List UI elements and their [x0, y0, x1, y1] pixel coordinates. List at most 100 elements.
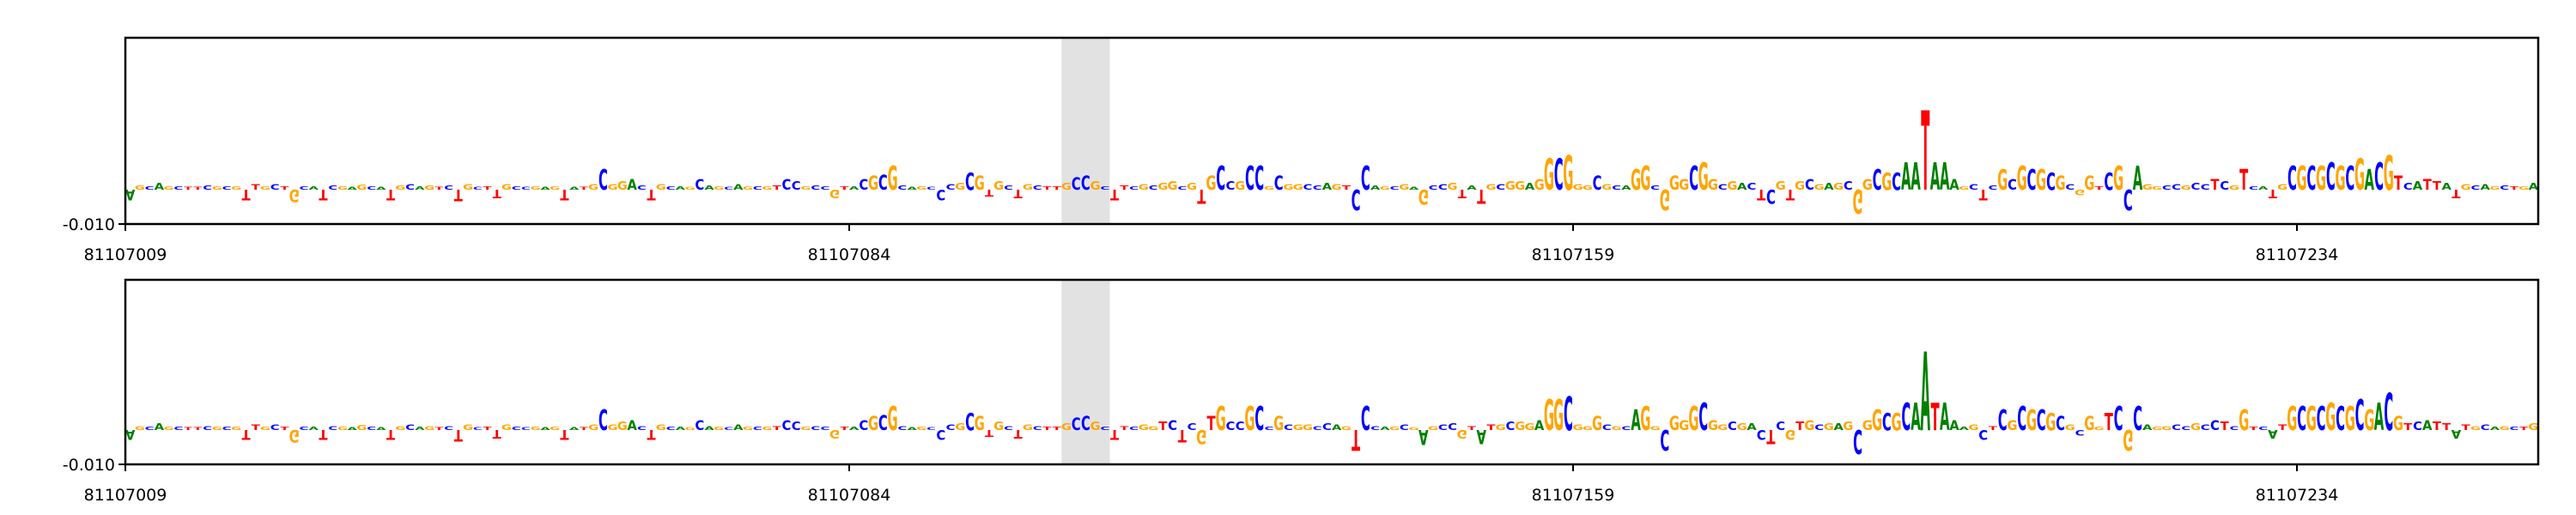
logo-letter: G [743, 426, 753, 431]
logo-letter: G [289, 426, 300, 445]
logo-letter: C [1593, 173, 1602, 195]
logo-letter: A [308, 185, 319, 191]
logo-letter: C [473, 427, 483, 431]
logo-letter: A [2374, 396, 2385, 439]
logo-letter: G [1649, 425, 1660, 432]
logo-letter: C [1004, 425, 1013, 432]
logo-letter: G [2461, 183, 2471, 191]
logo-letter: T [386, 186, 395, 203]
logo-letter: G [1273, 414, 1284, 435]
logo-letter: T [560, 186, 568, 203]
logo-letter: C [173, 185, 183, 191]
logo-letter: G [1708, 176, 1718, 193]
logo-letter: G [1601, 183, 1612, 191]
logo-letter: T [1486, 423, 1496, 432]
logo-letter: G [2316, 159, 2326, 197]
logo-letter: A [1901, 155, 1911, 199]
logo-letter: A [676, 185, 686, 191]
logo-letter: C [1033, 425, 1042, 432]
logo-letter: A [1737, 182, 1747, 193]
logo-letter: C [2181, 425, 2190, 432]
logo-letter: T [2433, 421, 2442, 433]
logo-letter: A [2133, 159, 2143, 197]
logo-letter: G [1524, 422, 1534, 433]
logo-letter: G [2113, 159, 2123, 197]
logo-letter: C [2326, 155, 2336, 199]
logo-letter: G [1959, 185, 1969, 191]
logo-letter: T [985, 186, 993, 197]
logo-letter: G [2287, 400, 2297, 439]
logo-letter: C [2104, 168, 2113, 196]
logo-letter: C [666, 185, 676, 191]
logo-letter: T [1786, 186, 1795, 203]
logo-letter: G [955, 422, 965, 433]
logo-letter: C [2500, 184, 2509, 191]
logo-letter: G [135, 425, 145, 432]
logo-letter: C [1776, 421, 1785, 433]
logo-letter: C [1602, 423, 1612, 432]
logo-letter: G [1544, 150, 1554, 200]
logo-letter: A [415, 185, 425, 191]
logo-letter: C [1650, 184, 1660, 191]
logo-letter: C [2230, 425, 2239, 432]
logo-letter: G [2306, 400, 2317, 439]
logo-letter: G [1669, 414, 1680, 435]
logo-letter: G [617, 421, 628, 433]
logo-letter: G [2065, 423, 2075, 432]
logo-letter: C [2481, 423, 2490, 432]
logo-letter: G [1573, 423, 1583, 432]
logo-letter: G [1785, 427, 1795, 443]
logo-letter: G [1264, 185, 1274, 191]
logo-letter: C [2336, 400, 2345, 439]
logo-letter: C [2191, 182, 2201, 193]
x-tick-label: 81107084 [808, 245, 891, 264]
logo-letter: A [347, 427, 357, 431]
logo-letter: G [1611, 425, 1621, 432]
logo-letter: C [1612, 184, 1621, 191]
logo-letter: T [1042, 185, 1052, 191]
logo-letter: G [501, 183, 512, 191]
logo-letter: G [1669, 173, 1680, 195]
logo-letter: A [849, 185, 860, 191]
logo-letter: A [569, 186, 580, 191]
logo-letter: G [1872, 403, 1882, 437]
logo-letter: C [936, 427, 945, 443]
logo-letter: G [1679, 176, 1689, 193]
logo-letter: A [347, 186, 357, 191]
logo-letter: G [2152, 426, 2162, 431]
logo-letter: G [829, 427, 840, 439]
logo-letter: G [260, 185, 270, 191]
logo-letter: C [521, 427, 531, 431]
logo-letter: G [1660, 182, 1670, 215]
logo-letter: C [1390, 185, 1400, 191]
logo-letter: G [2489, 185, 2500, 191]
logo-letter: A [1631, 403, 1641, 437]
logo-letter: G [2084, 414, 2094, 435]
logo-letter: C [1766, 185, 1776, 206]
logo-letter: G [1428, 425, 1438, 432]
logo-letter: G [656, 183, 666, 191]
logo-letter: G [2239, 403, 2249, 437]
logo-letter: C [2509, 426, 2518, 431]
logo-letter: A [2365, 164, 2375, 197]
logo-letter: A [627, 176, 637, 193]
logo-letter: C [473, 186, 483, 191]
logo-letter: C [1496, 183, 1505, 191]
logo-letter: G [684, 186, 695, 191]
logo-letter: G [1534, 176, 1545, 193]
logo-letter: C [2201, 423, 2210, 432]
logo-letter: C [1698, 396, 1708, 439]
logo-letter: G [2384, 146, 2394, 201]
logo-letter: T [386, 427, 395, 443]
x-tick-label: 81107084 [808, 486, 891, 505]
y-tick-label: -0.010 [63, 215, 115, 234]
logo-letter: T [1989, 425, 1997, 432]
logo-letter: C [1226, 180, 1236, 193]
logo-letter: T [483, 426, 492, 431]
logo-letter: C [695, 418, 704, 434]
logo-letter: G [2335, 159, 2345, 197]
logo-letter: A [2451, 427, 2462, 439]
logo-letter: G [1698, 155, 1709, 199]
logo-letter: C [521, 186, 531, 191]
